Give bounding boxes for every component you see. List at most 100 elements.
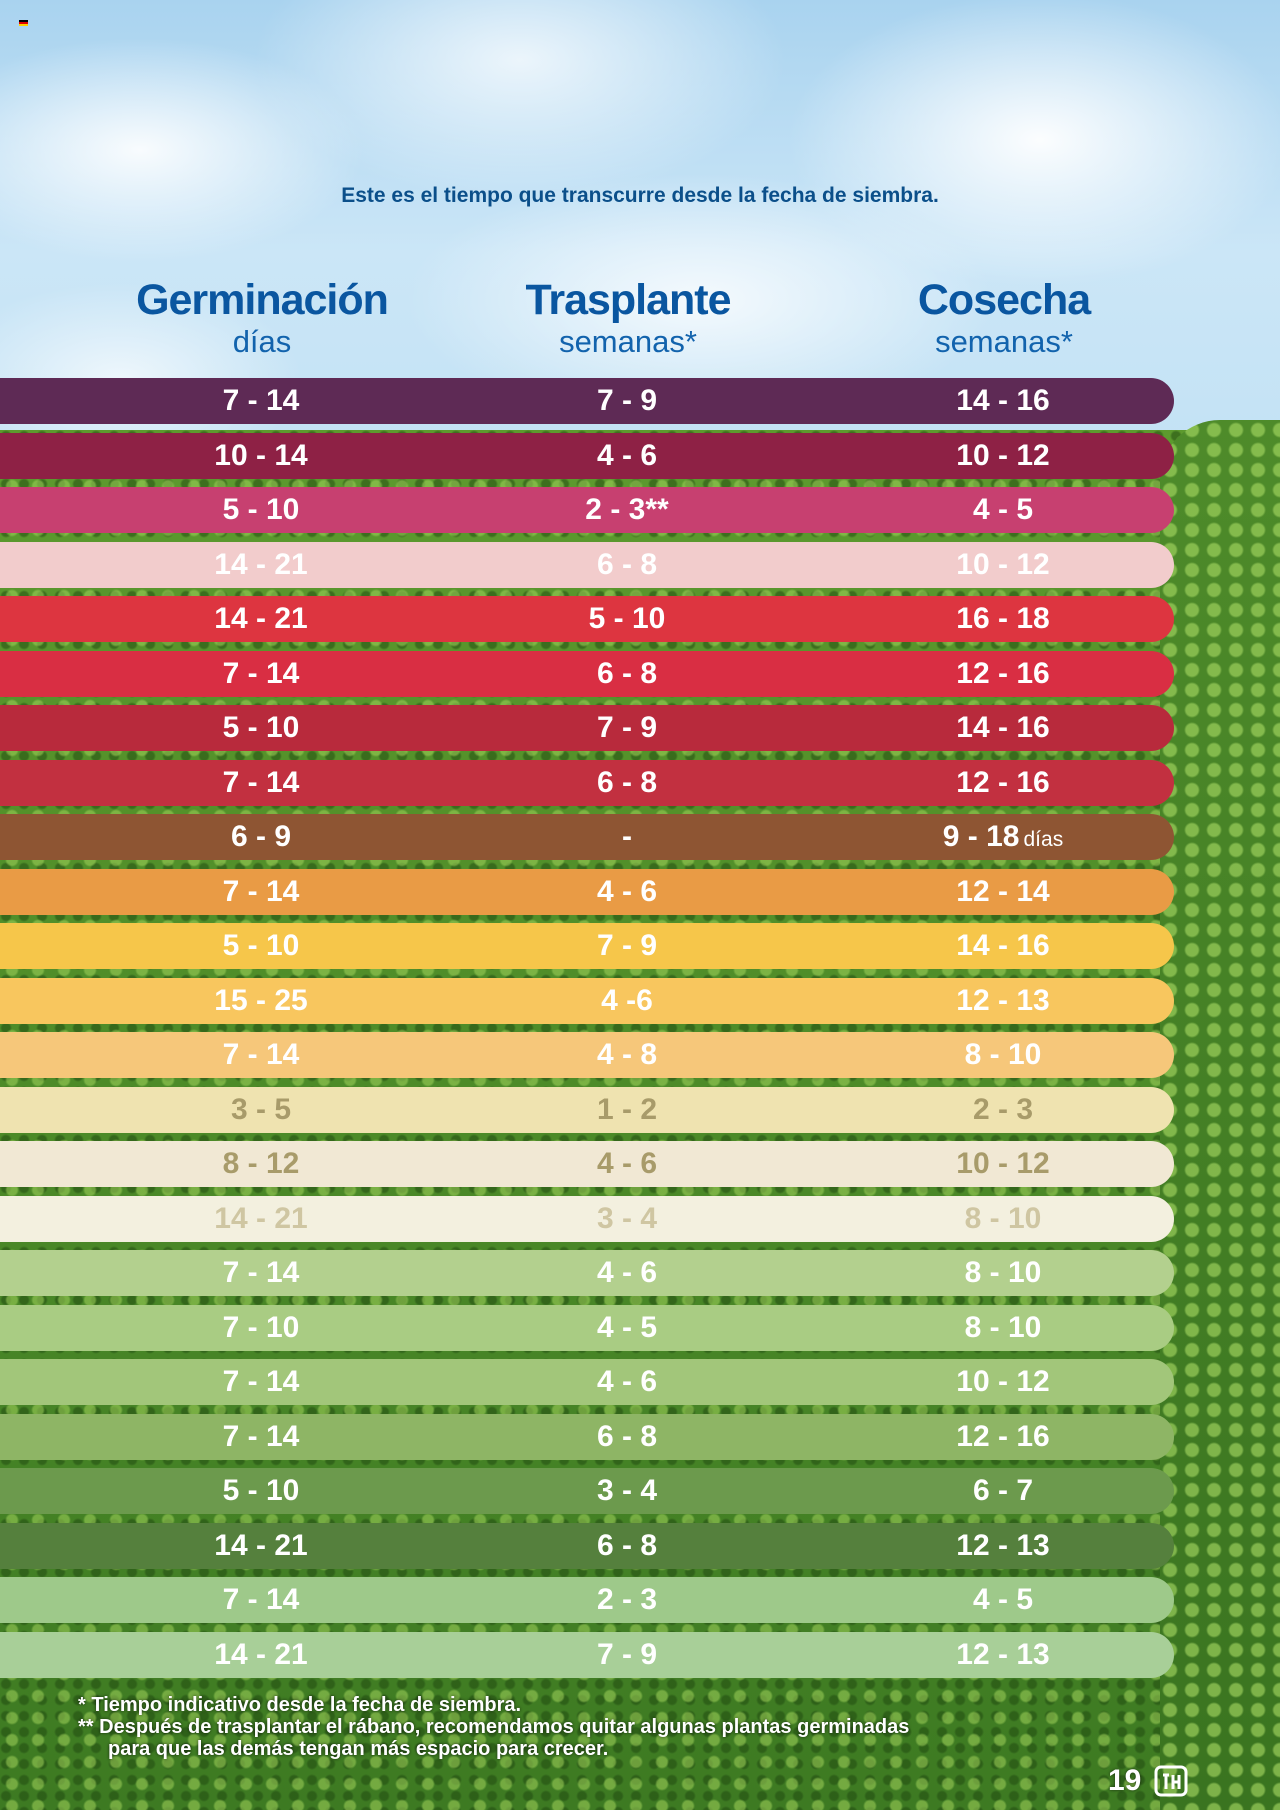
- trasplante-cell-value: 4 - 6: [596, 438, 658, 472]
- trasplante-cell: 3 - 4: [477, 1196, 777, 1242]
- trasplante-cell: 1 - 2: [477, 1087, 777, 1133]
- trasplante-cell-value: 3 - 4: [596, 1201, 658, 1235]
- germinacion-cell: 5 - 10: [111, 705, 411, 751]
- trasplante-cell-value: 6 - 8: [596, 765, 658, 799]
- cosecha-cell: 12 - 14: [853, 869, 1153, 915]
- cosecha-cell-value: 12 - 16: [956, 656, 1050, 690]
- intro-text: Este es el tiempo que transcurre desde l…: [341, 184, 939, 207]
- cosecha-cell-value: 8 - 10: [964, 1310, 1042, 1344]
- cosecha-cell: 4 - 5: [853, 1577, 1153, 1623]
- cosecha-cell: 10 - 12: [853, 433, 1153, 479]
- germinacion-cell: 7 - 14: [111, 378, 411, 424]
- germinacion-cell-value: 7 - 10: [222, 1310, 300, 1344]
- table-row: 14 - 21 3 - 4 8 - 10: [0, 1195, 1174, 1242]
- trasplante-cell: 5 - 10: [477, 596, 777, 642]
- cosecha-cell: 8 - 10: [853, 1196, 1153, 1242]
- trasplante-cell: 4 - 6: [477, 1359, 777, 1405]
- cosecha-cell-value: 12 - 13: [956, 1528, 1050, 1562]
- germinacion-cell-value: 6 - 9: [230, 820, 292, 853]
- trasplante-cell: 6 - 8: [477, 760, 777, 806]
- cosecha-cell-value: 16 - 18: [956, 602, 1050, 635]
- cosecha-cell-value: 10 - 12: [956, 1365, 1050, 1398]
- trasplante-cell: 2 - 3: [477, 1577, 777, 1623]
- trasplante-cell-value: 6 - 8: [596, 1528, 658, 1562]
- trasplante-cell: 4 - 6: [477, 869, 777, 915]
- cosecha-cell-value: 14 - 16: [956, 711, 1050, 744]
- germinacion-cell: 6 - 9: [111, 814, 411, 860]
- germinacion-cell: 14 - 21: [111, 1632, 411, 1678]
- column-unit: semanas*: [935, 324, 1073, 359]
- cosecha-cell-value: 8 - 10: [964, 1256, 1042, 1289]
- germany-flag-icon: [19, 20, 28, 26]
- column-unit: semanas*: [559, 324, 697, 359]
- cosecha-cell-value: 12 - 16: [956, 1419, 1050, 1453]
- column-unit: días: [232, 324, 292, 359]
- cosecha-cell: 8 - 10: [853, 1305, 1153, 1351]
- trasplante-cell: 4 - 8: [477, 1032, 777, 1078]
- cosecha-cell-value: 12 - 13: [956, 983, 1050, 1017]
- germinacion-cell: 7 - 10: [111, 1305, 411, 1351]
- cosecha-cell-value: 4 - 5: [972, 493, 1034, 526]
- germinacion-cell-value: 14 - 21: [214, 1637, 308, 1671]
- cosecha-cell-value: 2 - 3: [972, 1092, 1034, 1126]
- cosecha-cell: 10 - 12: [853, 1359, 1153, 1405]
- trasplante-cell-value: 7 - 9: [596, 711, 658, 744]
- cosecha-cell: 10 - 12: [853, 1141, 1153, 1187]
- trasplante-cell: -: [477, 814, 777, 860]
- table-row: 7 - 10 4 - 5 8 - 10: [0, 1304, 1174, 1351]
- cosecha-unit: días: [1023, 828, 1064, 851]
- cosecha-cell-value: 10 - 12: [956, 438, 1050, 472]
- trasplante-cell-value: 6 - 8: [596, 547, 658, 581]
- trasplante-cell: 4 - 6: [477, 1250, 777, 1296]
- trasplante-cell: 7 - 9: [477, 923, 777, 969]
- germinacion-cell-value: 5 - 10: [222, 711, 300, 744]
- table-row: 7 - 14 4 - 6 12 - 14: [0, 868, 1174, 915]
- trasplante-cell-value: 4 -6: [601, 983, 653, 1017]
- trasplante-cell: 7 - 9: [477, 705, 777, 751]
- germinacion-cell-value: 7 - 14: [222, 1583, 300, 1616]
- cosecha-cell: 8 - 10: [853, 1032, 1153, 1078]
- trasplante-cell-value: 2 - 3**: [585, 493, 669, 526]
- trasplante-cell: 4 - 6: [477, 433, 777, 479]
- germinacion-cell: 8 - 12: [111, 1141, 411, 1187]
- cosecha-cell: 16 - 18: [853, 596, 1153, 642]
- trasplante-cell: 7 - 9: [477, 1632, 777, 1678]
- trasplante-cell: 2 - 3**: [477, 487, 777, 533]
- cosecha-cell-value: 12 - 14: [956, 874, 1050, 908]
- germinacion-cell: 14 - 21: [111, 1523, 411, 1569]
- trasplante-cell: 7 - 9: [477, 378, 777, 424]
- cosecha-cell-value: 9 - 18: [942, 820, 1020, 853]
- trasplante-cell-value: 3 - 4: [596, 1474, 658, 1507]
- cosecha-cell-value: 8 - 10: [964, 1038, 1042, 1071]
- trasplante-cell-value: 4 - 5: [596, 1310, 658, 1344]
- trasplante-cell-value: 4 - 6: [596, 1365, 658, 1398]
- footnote-3: para que las demás tengan más espacio pa…: [108, 1738, 609, 1760]
- cosecha-cell-value: 4 - 5: [972, 1583, 1034, 1616]
- germinacion-cell-value: 14 - 21: [214, 547, 308, 581]
- germinacion-cell: 7 - 14: [111, 760, 411, 806]
- germinacion-cell: 14 - 21: [111, 542, 411, 588]
- table-row: 7 - 14 2 - 3 4 - 5: [0, 1577, 1174, 1623]
- trasplante-cell: 4 - 5: [477, 1305, 777, 1351]
- germinacion-cell-value: 5 - 10: [222, 929, 300, 962]
- cosecha-cell-value: 12 - 13: [956, 1637, 1050, 1671]
- cosecha-cell: 14 - 16: [853, 378, 1153, 424]
- cosecha-cell: 4 - 5: [853, 487, 1153, 533]
- trasplante-cell-value: 7 - 9: [596, 384, 658, 417]
- table-row: 6 - 9 - 9 - 18 días: [0, 814, 1174, 860]
- cosecha-cell-value: 14 - 16: [956, 929, 1050, 962]
- germinacion-cell: 14 - 21: [111, 596, 411, 642]
- table-row: 14 - 21 6 - 8 10 - 12: [0, 541, 1174, 588]
- germinacion-cell-value: 3 - 5: [230, 1092, 292, 1126]
- germinacion-cell-value: 7 - 14: [222, 1256, 300, 1289]
- trasplante-cell: 6 - 8: [477, 1523, 777, 1569]
- cosecha-cell: 12 - 13: [853, 1523, 1153, 1569]
- column-title: Cosecha: [917, 276, 1091, 324]
- germinacion-cell: 7 - 14: [111, 1359, 411, 1405]
- table-row: 5 - 10 7 - 9 14 - 16: [0, 705, 1174, 751]
- table-row: 7 - 14 4 - 8 8 - 10: [0, 1032, 1174, 1078]
- germinacion-cell-value: 7 - 14: [222, 874, 300, 908]
- cosecha-cell: 14 - 16: [853, 705, 1153, 751]
- trasplante-cell-value: 4 - 6: [596, 874, 658, 908]
- germinacion-cell-value: 5 - 10: [222, 493, 300, 526]
